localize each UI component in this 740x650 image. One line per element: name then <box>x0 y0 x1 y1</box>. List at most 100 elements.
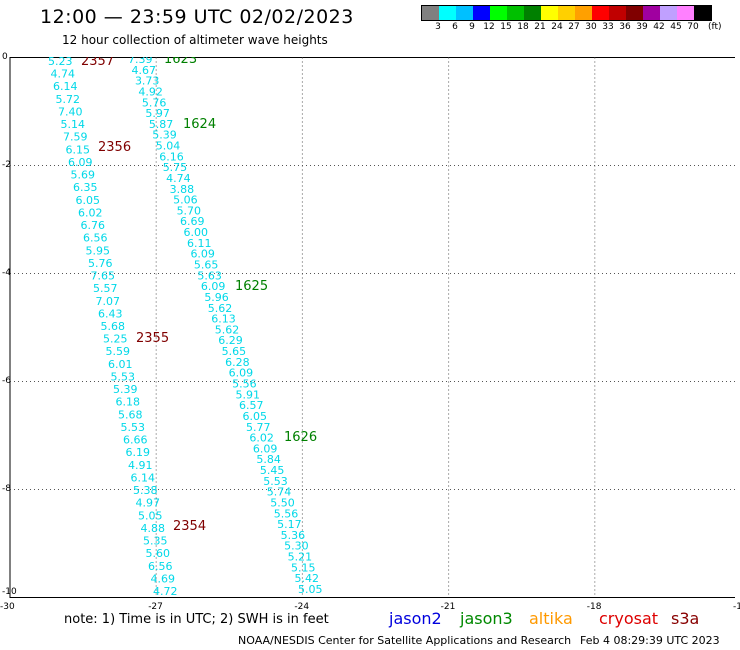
footer-credit: NOAA/NESDIS Center for Satellite Applica… <box>238 634 572 647</box>
color-swatch <box>626 6 643 20</box>
wave-height-value: 7.59 <box>63 131 88 144</box>
color-scale-label: 33 <box>602 22 614 32</box>
color-scale-label: 39 <box>636 22 648 32</box>
latitude-tick-label: -4 <box>2 267 11 278</box>
wave-height-value: 6.56 <box>83 232 108 245</box>
wave-height-value: 5.53 <box>263 475 288 488</box>
color-swatch <box>558 6 575 20</box>
wave-height-value: 5.30 <box>284 540 309 553</box>
wave-height-value: 5.39 <box>113 383 138 396</box>
wave-height-value: 6.02 <box>78 206 103 219</box>
wave-height-value: 6.09 <box>68 156 93 169</box>
wave-height-value: 5.53 <box>111 370 136 383</box>
wave-height-value: 6.02 <box>249 432 274 445</box>
color-swatch <box>660 6 677 20</box>
color-swatch <box>694 6 711 20</box>
longitude-tick-label: -18 <box>586 602 602 612</box>
color-scale-label: 3 <box>435 22 441 32</box>
wave-height-value: 5.74 <box>267 486 292 499</box>
wave-height-value: 5.45 <box>260 464 285 477</box>
wave-height-value: 5.15 <box>291 561 316 574</box>
satellite-legend-item: s3a <box>671 609 700 628</box>
color-swatch <box>422 6 439 20</box>
wave-height-value: 5.72 <box>56 93 81 106</box>
wave-height-value: 5.91 <box>236 388 261 401</box>
wave-height-value: 4.91 <box>128 459 153 472</box>
wave-height-value: 5.38 <box>133 484 158 497</box>
longitude-tick-label: -15 <box>733 602 740 612</box>
wave-height-value: 7.40 <box>58 105 83 118</box>
wave-height-value: 5.56 <box>232 377 257 390</box>
wave-height-value: 6.56 <box>148 560 173 573</box>
wave-height-value: 5.53 <box>121 421 146 434</box>
color-scale-label: 27 <box>568 22 580 32</box>
longitude-tick-label: -27 <box>148 602 163 612</box>
wave-height-value: 6.05 <box>76 194 101 207</box>
wave-height-value: 5.57 <box>93 282 118 295</box>
pass-time-label: 2355 <box>136 331 169 346</box>
wave-height-value: 6.35 <box>73 181 98 194</box>
wave-height-value: 5.70 <box>177 204 202 217</box>
color-swatch <box>456 6 473 20</box>
color-swatch <box>609 6 626 20</box>
wave-height-value: 5.36 <box>281 529 306 542</box>
wave-height-value: 5.68 <box>101 320 126 333</box>
color-scale-label: 6 <box>452 22 458 32</box>
longitude-tick-label: -30 <box>0 602 15 612</box>
wave-height-value: 6.69 <box>180 215 205 228</box>
wave-height-value: 5.63 <box>197 269 222 282</box>
wave-height-value: 6.09 <box>229 367 254 380</box>
footer-timestamp: Feb 4 08:29:39 UTC 2023 <box>580 634 720 647</box>
wave-height-value: 5.65 <box>194 259 219 272</box>
wave-height-value: 5.23 <box>48 57 73 68</box>
color-swatch <box>524 6 541 20</box>
wave-height-value: 5.76 <box>142 96 167 109</box>
color-swatch <box>541 6 558 20</box>
map-frame <box>9 57 735 598</box>
wave-height-value: 4.67 <box>131 64 156 77</box>
wave-height-value: 5.65 <box>222 345 247 358</box>
pass-time-label: 2356 <box>98 140 131 155</box>
wave-height-value: 4.97 <box>136 497 161 510</box>
satellite-legend-item: jason3 <box>460 609 513 628</box>
pass-time-label: 1623 <box>164 57 197 67</box>
legend-note: note: 1) Time is in UTC; 2) SWH is in fe… <box>64 612 329 627</box>
wave-height-value: 4.92 <box>138 85 163 98</box>
latitude-tick-label: -2 <box>2 159 11 170</box>
color-swatch <box>677 6 694 20</box>
color-scale-label: 24 <box>551 22 563 32</box>
wave-height-value: 5.50 <box>270 496 295 509</box>
satellite-legend-item: jason2 <box>389 609 442 628</box>
pass-time-label: 2354 <box>173 519 206 534</box>
wave-height-value: 6.09 <box>201 280 226 293</box>
wave-height-value: 6.43 <box>98 307 123 320</box>
wave-height-value: 5.17 <box>277 518 302 531</box>
color-swatch <box>439 6 456 20</box>
wave-height-value: 5.69 <box>71 169 96 182</box>
wave-height-value: 6.16 <box>159 150 184 163</box>
wave-height-value: 5.21 <box>288 551 313 564</box>
wave-height-value: 7.07 <box>96 295 121 308</box>
wave-height-value: 6.29 <box>218 334 243 347</box>
color-scale-label: 9 <box>469 22 475 32</box>
wave-height-value: 6.18 <box>116 396 141 409</box>
wave-height-value: 5.96 <box>204 291 229 304</box>
wave-height-value: 5.97 <box>145 107 170 120</box>
color-scale-bar <box>421 5 712 21</box>
wave-height-value: 6.09 <box>190 248 215 261</box>
wave-height-value: 6.01 <box>108 358 133 371</box>
wave-height-value: 6.15 <box>66 143 91 156</box>
wave-height-map: 5.234.746.145.727.405.147.596.156.095.69… <box>9 57 735 598</box>
wave-height-value: 5.84 <box>256 453 281 466</box>
wave-height-value: 5.56 <box>274 507 299 520</box>
wave-height-value: 5.95 <box>86 244 111 257</box>
wave-height-value: 5.59 <box>106 345 131 358</box>
pass-time-label: 1626 <box>284 430 317 445</box>
wave-height-value: 5.62 <box>215 323 240 336</box>
wave-height-value: 5.87 <box>149 118 174 131</box>
color-scale-label: 12 <box>483 22 495 32</box>
wave-height-value: 6.19 <box>126 446 151 459</box>
satellite-legend-item: cryosat <box>599 609 659 628</box>
wave-height-value: 7.39 <box>128 57 153 66</box>
wave-height-value: 4.69 <box>151 572 176 585</box>
